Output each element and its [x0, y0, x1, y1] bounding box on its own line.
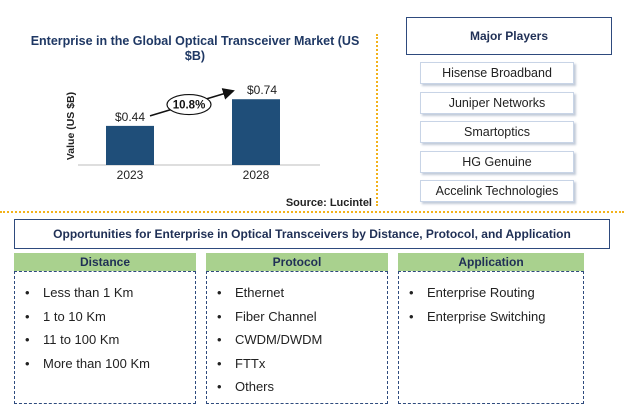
- growth-label: 10.8%: [173, 100, 206, 112]
- horizontal-divider: [0, 211, 624, 213]
- list-item: • More than 100 Km: [25, 355, 150, 371]
- list-item: • Ethernet: [217, 285, 285, 300]
- category-label: 2023: [117, 168, 144, 182]
- list-item: • FTTx: [217, 355, 266, 371]
- player-item: HG Genuine: [420, 151, 574, 173]
- player-item: Smartoptics: [420, 121, 574, 143]
- distance-box: • Less than 1 Km • 1 to 10 Km • 11 to 100 K…: [14, 271, 196, 404]
- vertical-divider: [376, 34, 378, 206]
- category-label: 2028: [243, 168, 270, 182]
- protocol-header: Protocol: [206, 253, 388, 271]
- growth-badge: [166, 93, 212, 116]
- list-item: • Less than 1 Km: [25, 285, 134, 300]
- player-item: Accelink Technologies: [420, 180, 574, 202]
- list-item: • 11 to 100 Km: [25, 332, 120, 347]
- bar: [106, 125, 154, 165]
- major-players-title: Major Players: [406, 17, 612, 55]
- list-item: • Enterprise Switching: [409, 308, 546, 324]
- chart-title: Enterprise in the Global Optical Transce…: [30, 34, 360, 63]
- list-item: • Enterprise Routing: [409, 285, 535, 300]
- y-axis-label: Value (US $B): [65, 92, 77, 160]
- list-item: • Fiber Channel: [217, 308, 317, 324]
- player-item: Juniper Networks: [420, 92, 574, 114]
- data-label: $0.44: [115, 110, 145, 124]
- application-box: • Enterprise Routing • Enterprise Switchin…: [398, 271, 584, 404]
- bar-chart: Value (US $B) $0.44 2023 $0.74 2028 10.8%: [65, 83, 320, 182]
- player-item: Hisense Broadband: [420, 62, 574, 84]
- list-item: • 1 to 10 Km: [25, 308, 106, 324]
- opportunities-title: Opportunities for Enterprise in Optical …: [14, 219, 610, 249]
- application-header: Application: [398, 253, 584, 271]
- source-note: Source: Lucintel: [285, 197, 372, 209]
- bar: [232, 99, 280, 165]
- data-label: $0.74: [247, 83, 277, 97]
- list-item: • CWDM/DWDM: [217, 332, 323, 347]
- distance-header: Distance: [14, 253, 196, 271]
- protocol-box: • Ethernet • Fiber Channel • CWDM/DWDM • FTT…: [206, 271, 388, 404]
- list-item: • Others: [217, 379, 275, 394]
